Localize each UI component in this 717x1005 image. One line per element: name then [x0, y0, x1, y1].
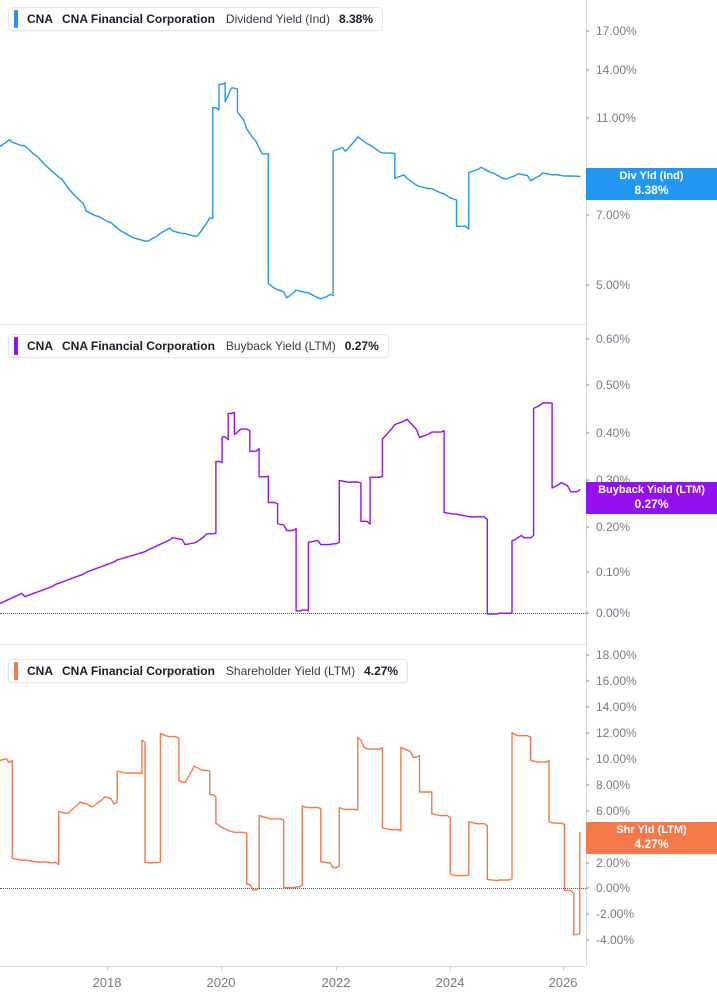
y-tick-label: 16.00%	[596, 674, 637, 688]
y-tick-label: 18.00%	[596, 648, 637, 662]
x-axis: 2018 2020 2022 2024 2026	[0, 966, 717, 1005]
metric-name-label: Dividend Yield (Ind)	[225, 12, 330, 26]
dividend-yield-series	[0, 82, 581, 300]
y-tick-label: 0.00%	[596, 606, 631, 620]
series-color-swatch	[14, 337, 18, 355]
y-axis-shareholder-yield: 18.00% 16.00% 14.00% 12.00% 10.00% 8.00%…	[586, 645, 717, 966]
badge-value: 0.27%	[634, 497, 669, 511]
metric-name-label: Shareholder Yield (LTM)	[225, 664, 356, 678]
panel-buyback-yield: 0.60% 0.50% 0.40% 0.30% 0.20% 0.10% 0.00…	[0, 325, 717, 645]
x-tick-label: 2024	[435, 975, 465, 990]
header-dividend-yield[interactable]: CNA CNA Financial Corporation Dividend Y…	[8, 7, 383, 31]
y-tick-label: 0.10%	[596, 565, 631, 579]
plot-buyback-yield	[0, 325, 586, 645]
x-tick	[336, 966, 337, 971]
y-tick-label: 0.50%	[596, 378, 631, 392]
y-tick-label: 0.20%	[596, 520, 631, 534]
panel-shareholder-yield: 18.00% 16.00% 14.00% 12.00% 10.00% 8.00%…	[0, 645, 717, 966]
shareholder-yield-line-svg	[0, 731, 581, 936]
series-color-swatch	[14, 662, 18, 680]
y-tick-label: -2.00%	[596, 907, 635, 921]
y-tick-label: 12.00%	[596, 726, 637, 740]
metric-value-label: 0.27%	[344, 339, 379, 353]
panel-dividend-yield: 17.00% 14.00% 11.00% 8.00% 7.00% 5.00% D…	[0, 0, 717, 325]
series-color-swatch	[14, 10, 18, 28]
y-tick-label: 14.00%	[596, 700, 637, 714]
y-tick-label: -4.00%	[596, 933, 635, 947]
badge-dividend-yield: Div Yld (Ind) 8.38%	[586, 168, 717, 200]
shareholder-yield-series	[0, 731, 581, 936]
x-tick	[563, 966, 564, 971]
ticker-label: CNA	[27, 12, 53, 26]
metric-value-label: 4.27%	[364, 664, 399, 678]
badge-label: Shr Yld (LTM)	[616, 824, 687, 836]
badge-buyback-yield: Buyback Yield (LTM) 0.27%	[586, 482, 717, 514]
y-tick-label: 0.60%	[596, 332, 631, 346]
x-tick-label: 2020	[206, 975, 236, 990]
badge-label: Buyback Yield (LTM)	[598, 484, 705, 496]
y-tick-label: 14.00%	[596, 63, 637, 77]
dividend-yield-line-svg	[0, 82, 581, 300]
y-tick-label: 6.00%	[596, 804, 631, 818]
x-tick	[221, 966, 222, 971]
ticker-label: CNA	[27, 664, 53, 678]
x-tick	[107, 966, 108, 971]
x-tick	[450, 966, 451, 971]
y-tick-label: 0.40%	[596, 426, 631, 440]
zero-line-shareholder	[0, 888, 586, 889]
panel-divider	[0, 644, 586, 645]
y-tick-label: 7.00%	[596, 208, 631, 222]
buyback-yield-series	[0, 402, 581, 615]
metric-name-label: Buyback Yield (LTM)	[225, 339, 336, 353]
y-tick-label: 8.00%	[596, 778, 631, 792]
y-tick-label: 0.00%	[596, 881, 631, 895]
y-tick-label: 11.00%	[596, 111, 636, 125]
y-tick-label: 5.00%	[596, 278, 631, 292]
plot-shareholder-yield	[0, 645, 586, 966]
y-axis-line	[586, 0, 587, 325]
badge-value: 4.27%	[634, 837, 669, 851]
metric-value-label: 8.38%	[338, 12, 373, 26]
y-tick-label: 17.00%	[596, 24, 637, 38]
x-tick-label: 2022	[321, 975, 351, 990]
badge-value: 8.38%	[634, 183, 669, 197]
company-name-label: CNA Financial Corporation	[62, 664, 215, 678]
company-name-label: CNA Financial Corporation	[62, 339, 215, 353]
header-shareholder-yield[interactable]: CNA CNA Financial Corporation Shareholde…	[8, 659, 409, 683]
x-axis-line	[0, 966, 586, 967]
x-tick-label: 2018	[92, 975, 122, 990]
y-axis-dividend-yield: 17.00% 14.00% 11.00% 8.00% 7.00% 5.00%	[586, 0, 717, 325]
badge-shareholder-yield: Shr Yld (LTM) 4.27%	[586, 822, 717, 854]
header-buyback-yield[interactable]: CNA CNA Financial Corporation Buyback Yi…	[8, 334, 389, 358]
buyback-yield-line-svg	[0, 402, 581, 615]
panel-divider	[0, 324, 586, 325]
badge-label: Div Yld (Ind)	[619, 170, 684, 182]
y-tick-label: 10.00%	[596, 752, 637, 766]
y-axis-line	[586, 645, 587, 966]
y-tick-label: 2.00%	[596, 856, 631, 870]
x-tick-label: 2026	[548, 975, 578, 990]
plot-dividend-yield	[0, 0, 586, 325]
ticker-label: CNA	[27, 339, 53, 353]
company-name-label: CNA Financial Corporation	[62, 12, 215, 26]
zero-line-buyback	[0, 613, 586, 614]
